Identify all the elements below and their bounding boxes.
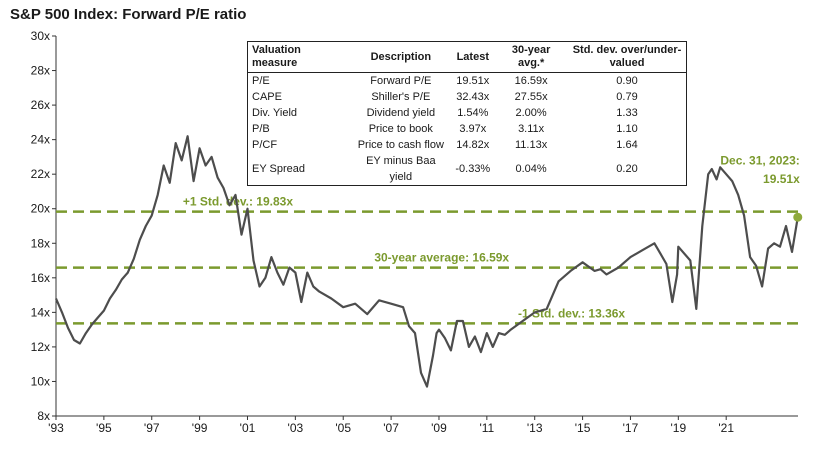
table-row: Div. Yield Dividend yield 1.54% 2.00% 1.33 <box>248 105 687 121</box>
table-cell: 1.54% <box>457 107 489 119</box>
table-row: P/B Price to book 3.97x 3.11x 1.10 <box>248 121 687 137</box>
x-tick-label: '13 <box>527 421 543 435</box>
reference-label: +1 Std. dev.: 19.83x <box>183 195 293 209</box>
table-cell: 0.20 <box>616 163 638 175</box>
x-tick-label: '11 <box>479 421 494 435</box>
table-header-row: Valuation measure Description Latest 30-… <box>247 41 687 73</box>
chart-axes: 8x 10x 12x 14x 16x 18x 20x 22x 24x 26x 28x 30x '93 '9… <box>31 29 798 435</box>
table-cell: Forward P/E <box>370 75 432 87</box>
x-tick-label: '21 <box>718 421 734 435</box>
table-cell: 3.11x <box>518 123 545 135</box>
x-tick-label: '01 <box>240 421 256 435</box>
table-cell: 19.51x <box>456 75 490 87</box>
y-tick-label: 30x <box>31 29 50 43</box>
y-tick-label: 8x <box>37 409 50 423</box>
table-cell: Div. Yield <box>252 107 298 119</box>
header-std-dev: Std. dev. over/under-valued <box>568 41 687 73</box>
table-cell: -0.33% <box>455 163 491 175</box>
table-row: P/CF Price to cash flow 14.82x 11.13x 1.64 <box>248 137 687 153</box>
table-body: P/E Forward P/E 19.51x 16.59x 0.90 CAPE Shille… <box>248 73 687 186</box>
x-tick-label: '99 <box>192 421 208 435</box>
y-tick-label: 16x <box>31 271 50 285</box>
table-cell: 11.13x <box>515 139 548 151</box>
table-cell: 1.33 <box>616 107 638 119</box>
table-cell: Shiller's P/E <box>371 91 431 103</box>
y-tick-label: 26x <box>31 98 50 112</box>
table-cell: EY Spread <box>252 163 306 175</box>
x-tick-label: '97 <box>144 421 160 435</box>
table-cell: 0.90 <box>616 75 638 87</box>
table-row: CAPE Shiller's P/E 32.43x 27.55x 0.79 <box>248 89 687 105</box>
table-cell: 0.04% <box>515 163 547 175</box>
header-description: Description <box>350 41 452 73</box>
table-cell: Price to cash flow <box>357 139 444 151</box>
x-tick-label: '95 <box>96 421 112 435</box>
table-cell: 0.79 <box>616 91 638 103</box>
y-tick-label: 18x <box>31 236 50 250</box>
table-cell: EY minus Baa yield <box>366 155 436 183</box>
series-layer <box>54 135 799 388</box>
y-tick-label: 14x <box>31 305 50 319</box>
latest-annotation-date: Dec. 31, 2023: <box>720 154 799 168</box>
header-valuation-measure: Valuation measure <box>247 41 351 73</box>
x-tick-label: '15 <box>575 421 591 435</box>
header-30-year-avg: 30-year avg.* <box>494 41 568 73</box>
x-tick-label: '03 <box>288 421 304 435</box>
table-cell: 27.55x <box>514 91 548 103</box>
table-cell: 14.82x <box>456 139 490 151</box>
pe-series-line <box>54 135 799 388</box>
annotations: Dec. 31, 2023: 19.51x <box>720 154 803 222</box>
reference-lines: +1 Std. dev.: 19.83x 30-year average: 16.… <box>56 195 798 325</box>
table-cell: P/CF <box>252 139 278 151</box>
table-row: P/E Forward P/E 19.51x 16.59x 0.90 <box>248 73 687 90</box>
y-tick-label: 28x <box>31 64 50 78</box>
y-tick-label: 10x <box>31 374 50 388</box>
latest-point <box>793 212 803 222</box>
table-cell: Dividend yield <box>366 107 436 119</box>
x-tick-label: '07 <box>383 421 399 435</box>
x-tick-label: '09 <box>431 421 447 435</box>
x-tick-label: '93 <box>48 421 64 435</box>
x-tick-label: '05 <box>335 421 351 435</box>
x-tick-label: '19 <box>671 421 687 435</box>
table-cell: 1.10 <box>616 123 638 135</box>
y-tick-label: 12x <box>31 340 50 354</box>
table-cell: 32.43x <box>456 91 490 103</box>
y-tick-label: 24x <box>31 133 50 147</box>
y-tick-label: 20x <box>31 202 50 216</box>
table-cell: 3.97x <box>459 123 487 135</box>
table-row: EY Spread EY minus Baa yield -0.33% 0.04% 0.… <box>248 153 687 186</box>
table-cell: Price to book <box>368 123 433 135</box>
latest-annotation-value: 19.51x <box>763 172 800 186</box>
chart-title: S&P 500 Index: Forward P/E ratio <box>10 6 247 23</box>
table-cell: P/B <box>252 123 270 135</box>
reference-label: 30-year average: 16.59x <box>374 251 509 265</box>
table-cell: 16.59x <box>514 75 548 87</box>
table-cell: 2.00% <box>515 107 547 119</box>
table-cell: CAPE <box>252 91 282 103</box>
header-latest: Latest <box>451 41 495 73</box>
x-tick-label: '17 <box>623 421 639 435</box>
table-cell: P/E <box>252 75 270 87</box>
valuation-table: Valuation measure Description Latest 30-… <box>247 41 687 186</box>
table-cell: 1.64 <box>616 139 638 151</box>
y-tick-label: 22x <box>31 167 50 181</box>
